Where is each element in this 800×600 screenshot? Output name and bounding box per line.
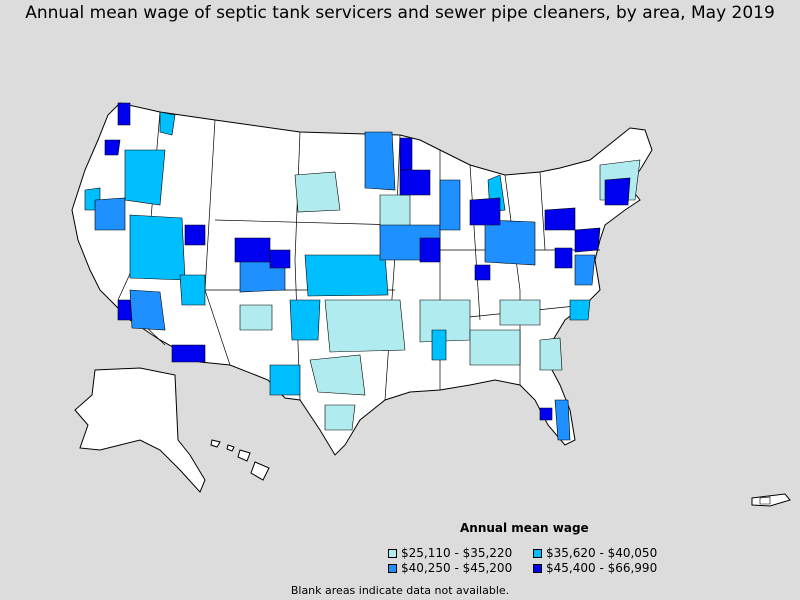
legend-swatch-band-3 xyxy=(388,563,397,573)
legend-item-band-4: $45,400 - $66,990 xyxy=(533,561,657,575)
legend-swatch-band-2 xyxy=(533,548,542,558)
data-availability-note: Blank areas indicate data not available. xyxy=(290,584,510,597)
puerto-rico xyxy=(751,493,791,507)
legend-swatch-band-1 xyxy=(388,548,397,558)
legend-item-band-3: $40,250 - $45,200 xyxy=(388,561,512,575)
map-title: Annual mean wage of septic tank servicer… xyxy=(25,3,775,23)
legend-item-band-2: $35,620 - $40,050 xyxy=(533,546,657,560)
legend-label-band-3: $40,250 - $45,200 xyxy=(401,561,513,575)
hawaii xyxy=(210,439,270,481)
legend-label-band-4: $45,400 - $66,990 xyxy=(546,561,658,575)
legend-swatch-band-4 xyxy=(533,563,542,573)
wage-band-4-areas xyxy=(104,102,631,421)
legend-label-band-2: $35,620 - $40,050 xyxy=(546,546,658,560)
legend-label-band-1: $25,110 - $35,220 xyxy=(401,546,513,560)
alaska xyxy=(74,367,206,493)
legend-title: Annual mean wage xyxy=(460,521,589,535)
wage-band-2-areas xyxy=(84,111,591,396)
wage-regions xyxy=(84,102,641,441)
legend-item-band-1: $25,110 - $35,220 xyxy=(388,546,512,560)
